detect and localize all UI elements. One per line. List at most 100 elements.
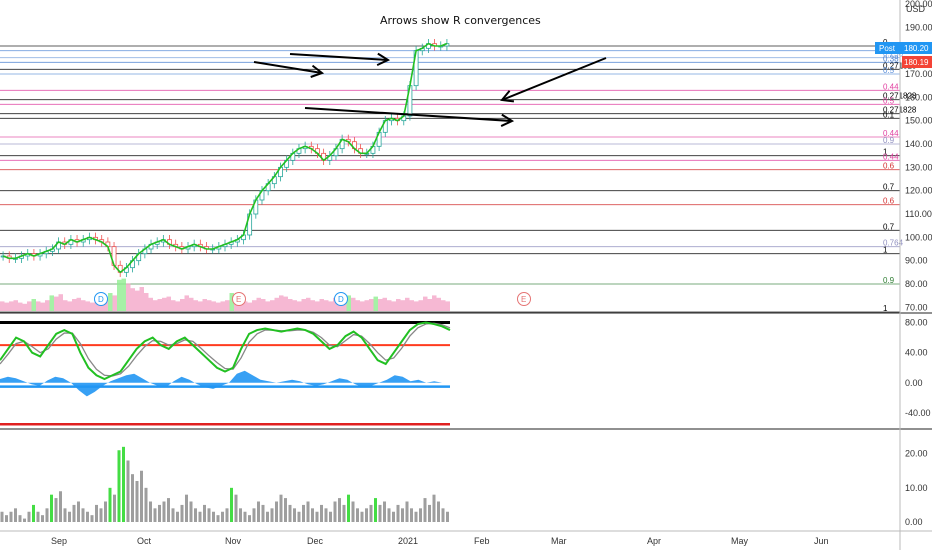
volume-overlay-bar: [211, 301, 216, 311]
volume-bar: [140, 470, 143, 522]
volume-bar: [32, 504, 35, 522]
volume-overlay-bar: [405, 297, 410, 311]
volume-bar: [266, 511, 269, 522]
volume-bar: [342, 504, 346, 522]
stoch-histogram: [0, 370, 450, 397]
event-marker-label: E: [236, 295, 241, 304]
fib-level-label: 1: [883, 246, 888, 255]
volume-overlay-bar: [76, 297, 81, 311]
volume-overlay-bar: [184, 295, 189, 311]
price-tick-label: 80.00: [905, 279, 928, 289]
volume-overlay-bar: [220, 301, 225, 311]
arrow-shaft: [501, 57, 607, 101]
price-tick-label: 160.00: [905, 92, 932, 102]
volume-bar: [257, 501, 260, 522]
volume-overlay-bar: [319, 299, 324, 311]
volume-bar: [180, 504, 184, 522]
volume-overlay-bar: [18, 302, 23, 311]
volume-overlay-bar: [144, 293, 149, 311]
volume-bar: [405, 501, 409, 522]
price-tag-value: 180.20: [904, 44, 929, 53]
volume-overlay-bar: [175, 301, 180, 311]
volume-bar: [207, 508, 211, 522]
volume-bar: [113, 494, 116, 522]
volume-tick-label: 20.00: [905, 449, 928, 459]
volume-overlay-bar: [391, 301, 396, 311]
volume-overlay-bar: [418, 300, 423, 311]
fib-level-label: 0.764: [883, 239, 904, 248]
volume-bar: [131, 474, 134, 522]
volume-bar: [86, 511, 89, 522]
price-tick-label: 110.00: [905, 209, 932, 219]
volume-overlay-bar: [189, 297, 194, 311]
volume-overlay-bar: [117, 279, 122, 311]
volume-bar: [63, 508, 67, 522]
volume-bar: [419, 508, 422, 522]
volume-overlay-bar: [207, 300, 212, 311]
volume-bar: [225, 508, 229, 522]
volume-tick-label: 10.00: [905, 483, 928, 493]
volume-overlay-bar: [216, 302, 221, 311]
volume-bar: [369, 504, 373, 522]
fib-level-label: 0.236: [883, 50, 904, 59]
volume-bar: [297, 511, 301, 522]
volume-bar: [54, 498, 58, 522]
fib-level-label: 0.44: [883, 152, 899, 161]
volume-overlay-bar: [49, 295, 54, 311]
volume-overlay-bar: [414, 301, 419, 311]
volume-bar: [279, 494, 283, 522]
volume-overlay-bar: [31, 299, 36, 311]
time-tick-label: Feb: [474, 536, 490, 546]
volume-overlay-bar: [270, 300, 275, 311]
volume-overlay-bar: [0, 301, 5, 311]
volume-overlay-bar: [202, 299, 207, 311]
time-tick-label: May: [731, 536, 749, 546]
time-tick-label: Nov: [225, 536, 242, 546]
fib-level-label: 0.6: [883, 197, 895, 206]
volume-bar: [311, 508, 314, 522]
volume-overlay-bar: [180, 299, 185, 311]
volume-overlay-bar: [4, 302, 9, 311]
volume-bar: [275, 501, 278, 522]
volume-bar: [135, 481, 139, 522]
volume-overlay-bar: [436, 297, 441, 311]
volume-bar: [185, 494, 188, 522]
volume-overlay-bar: [333, 297, 338, 311]
volume-overlay-bar: [283, 296, 288, 311]
volume-bar: [0, 511, 4, 522]
fibonacci-levels: 00.10.2360.380.2718280.50.440.2718280.50…: [0, 38, 917, 313]
price-tick-label: 130.00: [905, 162, 932, 172]
volume-overlay-bar: [328, 301, 333, 311]
volume-overlay-bar: [288, 299, 293, 311]
price-tick-label: 90.00: [905, 256, 928, 266]
volume-bar: [95, 504, 98, 522]
volume-overlay-bar: [423, 296, 428, 311]
volume-bar: [446, 511, 449, 522]
event-marker-earnings: [232, 292, 246, 306]
volume-overlay-bar: [40, 302, 45, 311]
price-tag: [875, 42, 932, 54]
volume-overlay-bar: [324, 300, 329, 311]
volume-bar: [302, 504, 305, 522]
price-tick-label: 70.00: [905, 302, 928, 312]
volume-overlay-bar: [229, 293, 234, 311]
volume-overlay-bar: [256, 297, 261, 311]
volume-bar: [158, 504, 161, 522]
volume-overlay-bar: [292, 300, 297, 311]
volume-bar: [351, 501, 355, 522]
volume-overlay-bar: [297, 301, 302, 311]
volume-overlay-bar: [274, 297, 279, 311]
volume-tick-label: 0.00: [905, 517, 923, 527]
volume-bar: [320, 504, 323, 522]
stoch-d-line: [0, 322, 451, 377]
volume-overlay-bar: [166, 296, 171, 311]
volume-bar: [176, 511, 179, 522]
volume-overlay-bar: [112, 295, 117, 311]
fib-level-label: 0.44: [883, 129, 899, 138]
volume-bar: [378, 504, 382, 522]
volume-bar: [324, 508, 328, 522]
price-tag-label: Post: [879, 44, 896, 53]
